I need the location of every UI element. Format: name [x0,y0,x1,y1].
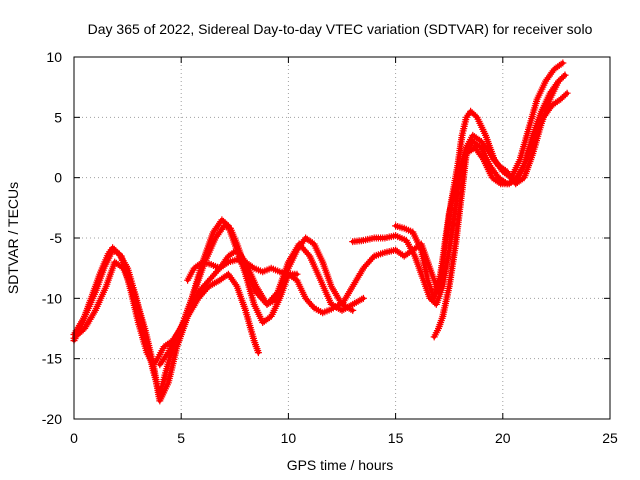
x-tick-label: 25 [602,430,618,446]
data-point [304,250,312,258]
data-point [303,249,311,257]
data-point [470,110,478,118]
x-tick-label: 15 [388,430,404,446]
data-point [558,94,566,102]
data-point [467,107,475,115]
data-point [207,275,215,282]
y-axis-label: SDTVAR / TECUs [5,182,21,294]
x-tick-label: 10 [281,430,297,446]
x-tick-label: 5 [177,430,185,446]
y-tick-label: -15 [42,351,62,367]
series-trace-9 [430,71,569,341]
data-point [300,245,308,253]
data-point [556,76,564,84]
series-trace-3 [70,234,357,405]
data-point [555,77,562,85]
data-point [369,254,377,262]
series-trace-4 [156,270,262,369]
x-axis-label: GPS time / hours [287,457,394,473]
y-tick-label: 10 [46,49,62,65]
data-point [557,60,565,68]
chart-title: Day 365 of 2022, Sidereal Day-to-day VTE… [88,21,593,37]
data-point [468,109,476,117]
data-point [359,294,367,302]
y-tick-label: -5 [50,230,63,246]
data-point [218,216,226,224]
data-point [562,91,569,99]
data-point [293,270,301,278]
y-tick-label: -20 [42,411,62,427]
axis-ticks: 0 5 10 15 20 25 -20 -15 -10 -5 0 5 10 [42,49,618,446]
series-trace-5 [184,256,301,284]
data-point [361,262,369,270]
data-point [196,293,204,301]
data-series [70,59,571,405]
data-point [558,74,566,82]
y-tick-label: 0 [54,170,62,186]
data-point [364,259,372,267]
data-point [367,256,375,263]
data-point [211,269,219,277]
data-point [208,273,216,281]
y-tick-label: -10 [42,290,62,306]
y-tick-label: 5 [54,109,62,125]
data-point [559,59,567,67]
data-point [197,291,205,299]
data-point [202,286,210,294]
series-trace-6 [338,59,567,308]
data-point [560,92,568,100]
data-point [223,259,231,267]
data-point [559,73,567,81]
data-point [561,71,569,79]
data-point [194,294,202,302]
x-tick-label: 20 [495,430,511,446]
data-point [309,302,317,310]
data-point [213,268,221,276]
x-tick-label: 0 [70,430,78,446]
data-point [254,349,262,357]
data-point [248,263,256,271]
data-point [563,89,571,97]
data-point [349,306,357,314]
data-point [201,287,208,295]
data-point [363,261,370,269]
data-point [205,276,213,284]
data-point [557,95,565,103]
